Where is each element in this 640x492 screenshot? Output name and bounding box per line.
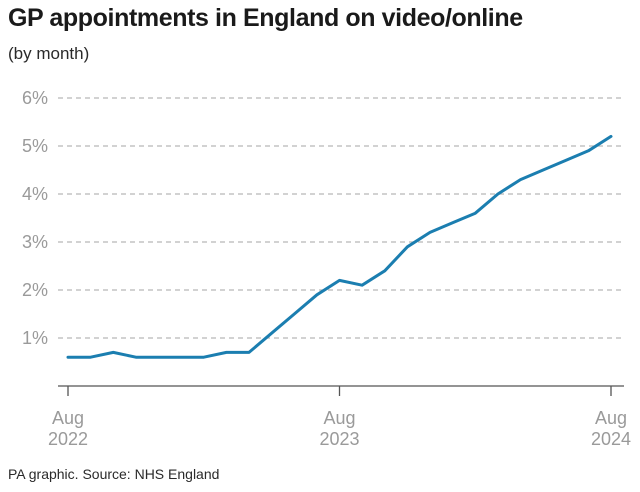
y-tick-label: 4%: [22, 184, 48, 204]
gridlines: [58, 97, 624, 339]
x-tick-label-year: 2022: [48, 429, 88, 449]
y-tick-label: 3%: [22, 232, 48, 252]
y-tick-label: 2%: [22, 280, 48, 300]
x-tick-label-month: Aug: [595, 408, 627, 428]
y-axis-ticks: 1% 2% 3% 4% 5% 6%: [22, 88, 48, 348]
y-tick-label: 5%: [22, 136, 48, 156]
source-credit: PA graphic. Source: NHS England: [8, 466, 220, 482]
y-tick-label: 6%: [22, 88, 48, 108]
x-tick-label-year: 2024: [591, 429, 631, 449]
chart-subtitle: (by month): [8, 44, 90, 63]
y-tick-label: 1%: [22, 328, 48, 348]
x-tick-label-month: Aug: [52, 408, 84, 428]
chart-title: GP appointments in England on video/onli…: [8, 4, 523, 32]
x-tick-label-month: Aug: [323, 408, 355, 428]
x-tick-label-year: 2023: [319, 429, 359, 449]
series-line: [66, 134, 613, 359]
